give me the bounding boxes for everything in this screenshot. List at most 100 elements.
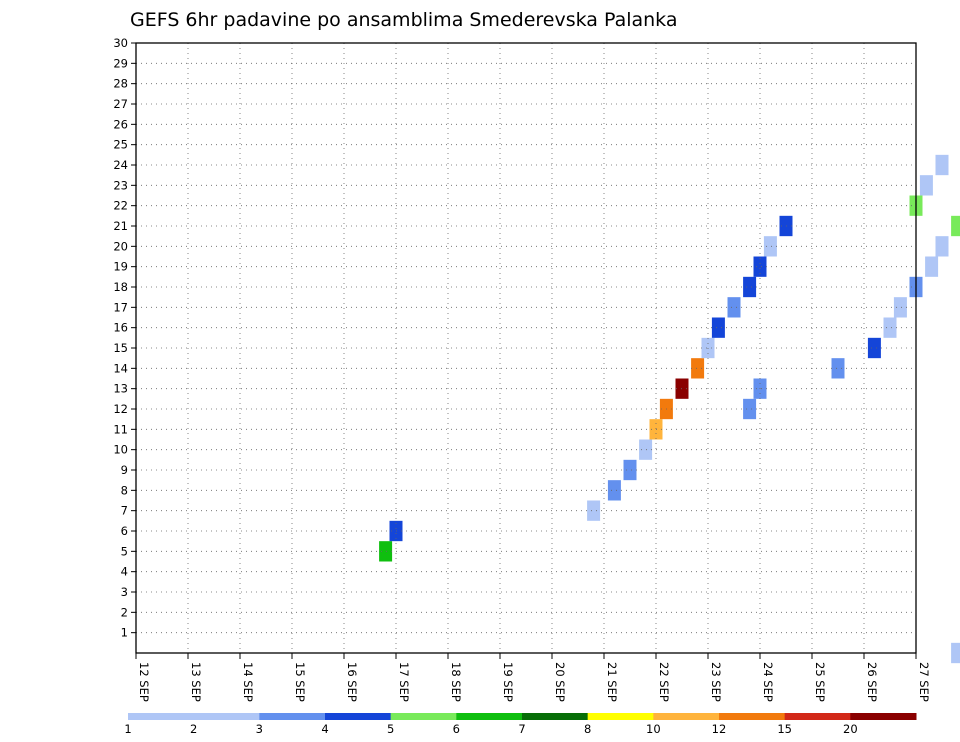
x-tick-label: 16 SEP — [345, 662, 359, 702]
precip-cell — [701, 337, 715, 359]
precip-cell — [951, 215, 960, 237]
y-tick-label: 4 — [121, 565, 128, 579]
y-tick-label: 17 — [113, 300, 128, 314]
colorbar-label: 15 — [777, 722, 792, 736]
precip-cell — [379, 541, 393, 562]
y-tick-label: 6 — [121, 524, 128, 538]
x-tick-label: 12 SEP — [137, 662, 151, 702]
colorbar-label: 2 — [190, 722, 197, 736]
precip-cell — [951, 642, 960, 664]
y-tick-label: 8 — [121, 483, 128, 497]
y-tick-label: 9 — [121, 463, 128, 477]
precip-cell — [743, 398, 757, 420]
y-tick-label: 25 — [113, 138, 128, 152]
colorbar-swatch — [193, 713, 260, 720]
colorbar-swatch — [128, 713, 195, 720]
precip-cell — [867, 337, 881, 359]
precip-cell — [935, 154, 949, 176]
precip-cell — [587, 500, 601, 521]
colorbar-swatch — [784, 713, 851, 720]
x-tick-label: 15 SEP — [293, 662, 307, 702]
y-tick-label: 30 — [113, 36, 128, 50]
y-tick-label: 12 — [113, 402, 128, 416]
colorbar: 1 2 3 4 5 6 7 8 10 12 15 20 — [124, 713, 917, 736]
colorbar-label: 20 — [843, 722, 858, 736]
chart-title: GEFS 6hr padavine po ansamblima Smederev… — [130, 9, 677, 31]
x-tick-label: 21 SEP — [605, 662, 619, 702]
y-tick-label: 28 — [113, 77, 128, 91]
x-tick-label: 24 SEP — [761, 662, 775, 702]
colorbar-label: 1 — [124, 722, 131, 736]
x-tick-label: 14 SEP — [241, 662, 255, 702]
x-tick-label: 13 SEP — [189, 662, 203, 702]
precip-cell — [893, 297, 907, 318]
y-tick-label: 15 — [113, 341, 128, 355]
precip-cell — [763, 236, 777, 257]
colorbar-swatch — [522, 713, 589, 720]
colorbar-swatch — [653, 713, 720, 720]
colorbar-label: 7 — [518, 722, 525, 736]
y-tick-label: 11 — [113, 422, 128, 436]
x-tick-label: 18 SEP — [449, 662, 463, 702]
colorbar-swatch — [850, 713, 917, 720]
y-tick-label: 3 — [121, 585, 128, 599]
colorbar-swatch — [259, 713, 326, 720]
x-tick-label: 17 SEP — [397, 662, 411, 702]
y-tick-label: 29 — [113, 56, 128, 70]
y-tick-label: 26 — [113, 117, 128, 131]
colorbar-label: 12 — [712, 722, 727, 736]
grid-lines — [136, 43, 916, 653]
y-tick-label: 13 — [113, 382, 128, 396]
precip-cell — [753, 256, 767, 277]
precip-cell — [831, 358, 845, 379]
y-tick-label: 16 — [113, 321, 128, 335]
precip-cell — [743, 276, 757, 298]
y-tick-label: 1 — [121, 626, 128, 640]
precip-cell — [711, 317, 725, 338]
precip-cell — [883, 317, 897, 338]
y-tick-label: 19 — [113, 260, 128, 274]
x-tick-label: 27 SEP — [917, 662, 931, 702]
precip-cell — [935, 236, 949, 257]
colorbar-label: 3 — [256, 722, 263, 736]
x-tick-label: 26 SEP — [865, 662, 879, 702]
y-tick-label: 5 — [121, 544, 128, 558]
colorbar-swatch — [719, 713, 786, 720]
y-tick-label: 24 — [113, 158, 128, 172]
precip-cell — [919, 175, 933, 196]
colorbar-swatch — [587, 713, 654, 720]
colorbar-swatch — [325, 713, 392, 720]
colorbar-label: 10 — [646, 722, 661, 736]
colorbar-label: 4 — [321, 722, 328, 736]
y-tick-label: 7 — [121, 504, 128, 518]
y-tick-label: 10 — [113, 443, 128, 457]
colorbar-label: 5 — [387, 722, 394, 736]
y-tick-label: 22 — [113, 199, 128, 213]
colorbar-label: 6 — [453, 722, 460, 736]
y-axis: 1234567891011121314151617181920212223242… — [113, 36, 136, 640]
y-tick-label: 23 — [113, 178, 128, 192]
y-tick-label: 18 — [113, 280, 128, 294]
precip-cell — [623, 459, 637, 481]
x-tick-label: 23 SEP — [709, 662, 723, 702]
y-tick-label: 2 — [121, 605, 128, 619]
colorbar-swatch — [456, 713, 523, 720]
y-tick-label: 14 — [113, 361, 128, 375]
y-tick-label: 21 — [113, 219, 128, 233]
precip-cell — [639, 439, 653, 460]
y-tick-label: 20 — [113, 239, 128, 253]
precip-cell — [691, 358, 705, 379]
precip-cell — [607, 480, 621, 501]
x-tick-label: 19 SEP — [501, 662, 515, 702]
colorbar-swatch — [390, 713, 457, 720]
cells-layer — [379, 154, 960, 664]
precip-cell — [925, 256, 939, 277]
precip-cell — [727, 297, 741, 318]
x-tick-label: 25 SEP — [813, 662, 827, 702]
x-tick-label: 20 SEP — [553, 662, 567, 702]
x-tick-label: 22 SEP — [657, 662, 671, 702]
x-axis: 12 SEP 13 SEP 14 SEP 15 SEP 16 SEP 17 SEP 18 S… — [135, 653, 931, 702]
y-tick-label: 27 — [113, 97, 128, 111]
colorbar-label: 8 — [584, 722, 591, 736]
